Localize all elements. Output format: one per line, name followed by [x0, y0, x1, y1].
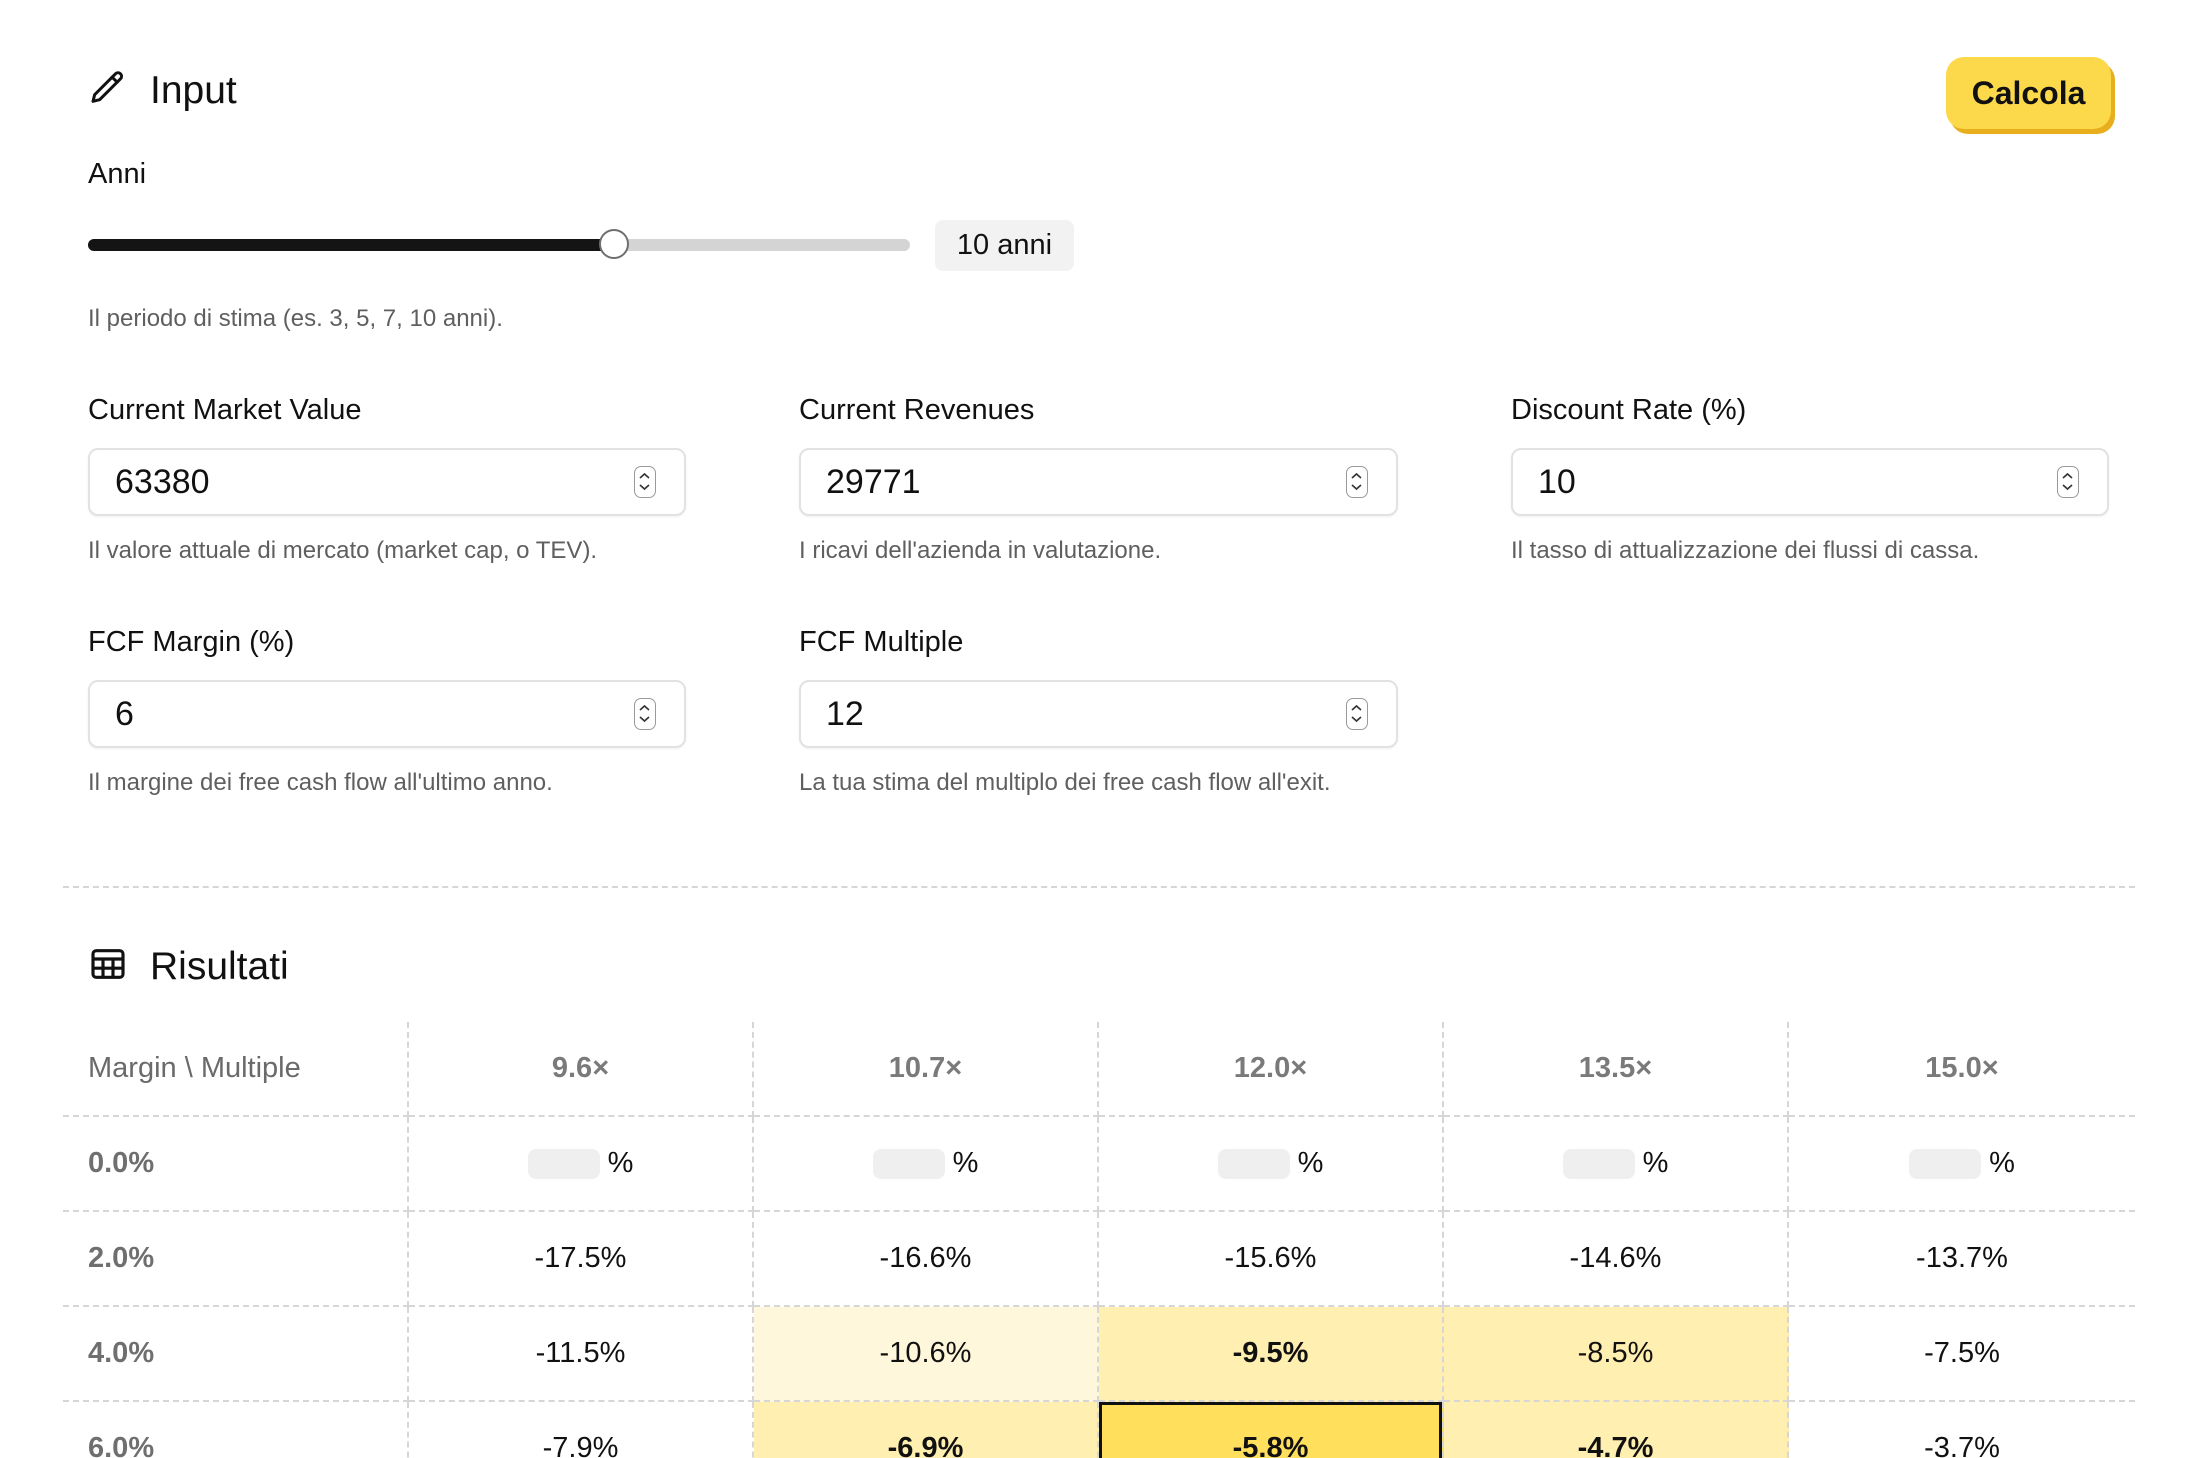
market-value-text: 63380 [115, 462, 210, 501]
result-cell-value: % [607, 1147, 634, 1179]
discount-rate-text: 10 [1538, 462, 1576, 501]
row-label: 0.0% [63, 1117, 409, 1212]
result-cell: -9.5% [1099, 1307, 1444, 1402]
result-cell: -8.5% [1444, 1307, 1789, 1402]
discount-rate-input[interactable]: 10 [1511, 448, 2109, 516]
column-header: 13.5× [1444, 1022, 1789, 1117]
loading-placeholder [1909, 1148, 1982, 1179]
result-cell: -7.9% [409, 1402, 754, 1458]
market-value-help: Il valore attuale di mercato (market cap… [88, 537, 598, 564]
row-label: 2.0% [63, 1212, 409, 1307]
result-cell: -15.6% [1099, 1212, 1444, 1307]
input-title: Input [150, 68, 237, 112]
fcf-multiple-stepper-icon[interactable] [1346, 698, 1368, 730]
result-cell: -11.5% [409, 1307, 754, 1402]
column-header: 15.0× [1789, 1022, 2135, 1117]
years-label: Anni [88, 158, 147, 190]
fcf-margin-label: FCF Margin (%) [88, 626, 295, 658]
years-value-badge: 10 anni [935, 220, 1074, 271]
result-cell-value: % [1642, 1147, 1669, 1179]
result-cell: % [1789, 1117, 2135, 1212]
result-cell: -13.7% [1789, 1212, 2135, 1307]
column-header: 9.6× [409, 1022, 754, 1117]
loading-placeholder [872, 1148, 945, 1179]
result-cell: -14.6% [1444, 1212, 1789, 1307]
result-cell: % [409, 1117, 754, 1212]
corner-header: Margin \ Multiple [63, 1022, 409, 1117]
column-header: 10.7× [754, 1022, 1099, 1117]
result-cell: % [1444, 1117, 1789, 1212]
row-label: 6.0% [63, 1402, 409, 1458]
fcf-multiple-text: 12 [826, 694, 864, 733]
fcf-multiple-input[interactable]: 12 [799, 680, 1398, 748]
row-label: 4.0% [63, 1307, 409, 1402]
market-value-label: Current Market Value [88, 394, 362, 426]
pencil-icon [88, 68, 128, 113]
fcf-margin-input[interactable]: 6 [88, 680, 686, 748]
revenues-text: 29771 [826, 462, 921, 501]
years-help: Il periodo di stima (es. 3, 5, 7, 10 ann… [88, 305, 503, 332]
market-value-stepper-icon[interactable] [634, 466, 656, 498]
discount-rate-help: Il tasso di attualizzazione dei flussi d… [1511, 537, 1980, 564]
result-cell-selected: -5.8% [1099, 1402, 1444, 1458]
input-header: Input [88, 68, 237, 113]
revenues-stepper-icon[interactable] [1346, 466, 1368, 498]
fcf-multiple-help: La tua stima del multiplo dei free cash … [799, 769, 1331, 796]
revenues-label: Current Revenues [799, 394, 1035, 426]
result-cell: -17.5% [409, 1212, 754, 1307]
fcf-multiple-label: FCF Multiple [799, 626, 964, 658]
result-cell-value: % [1297, 1147, 1324, 1179]
result-cell: % [1099, 1117, 1444, 1212]
result-cell: % [754, 1117, 1099, 1212]
section-divider [63, 886, 2135, 888]
result-cell: -16.6% [754, 1212, 1099, 1307]
loading-placeholder [527, 1148, 600, 1179]
results-header: Risultati [88, 944, 289, 989]
results-title: Risultati [150, 944, 289, 988]
fcf-margin-help: Il margine dei free cash flow all'ultimo… [88, 769, 553, 796]
results-table: Margin \ Multiple 9.6× 10.7× 12.0× 13.5×… [63, 1022, 2135, 1458]
fcf-margin-stepper-icon[interactable] [634, 698, 656, 730]
loading-placeholder [1217, 1148, 1290, 1179]
years-slider-fill [88, 239, 615, 251]
revenues-help: I ricavi dell'azienda in valutazione. [799, 537, 1162, 564]
result-cell: -3.7% [1789, 1402, 2135, 1458]
years-slider-thumb[interactable] [599, 229, 630, 259]
result-cell: -10.6% [754, 1307, 1099, 1402]
loading-placeholder [1562, 1148, 1635, 1179]
revenues-input[interactable]: 29771 [799, 448, 1398, 516]
column-header: 12.0× [1099, 1022, 1444, 1117]
years-slider[interactable] [88, 229, 910, 259]
result-cell: -6.9% [754, 1402, 1099, 1458]
result-cell-value: % [1989, 1147, 2015, 1179]
result-cell: -7.5% [1789, 1307, 2135, 1402]
results-grid: Margin \ Multiple 9.6× 10.7× 12.0× 13.5×… [63, 1022, 2135, 1458]
table-icon [88, 944, 128, 989]
market-value-input[interactable]: 63380 [88, 448, 686, 516]
discount-rate-label: Discount Rate (%) [1511, 394, 1747, 426]
result-cell-value: % [952, 1147, 979, 1179]
calcola-button[interactable]: Calcola [1946, 57, 2111, 129]
result-cell: -4.7% [1444, 1402, 1789, 1458]
discount-rate-stepper-icon[interactable] [2057, 466, 2079, 498]
fcf-margin-text: 6 [115, 694, 134, 733]
